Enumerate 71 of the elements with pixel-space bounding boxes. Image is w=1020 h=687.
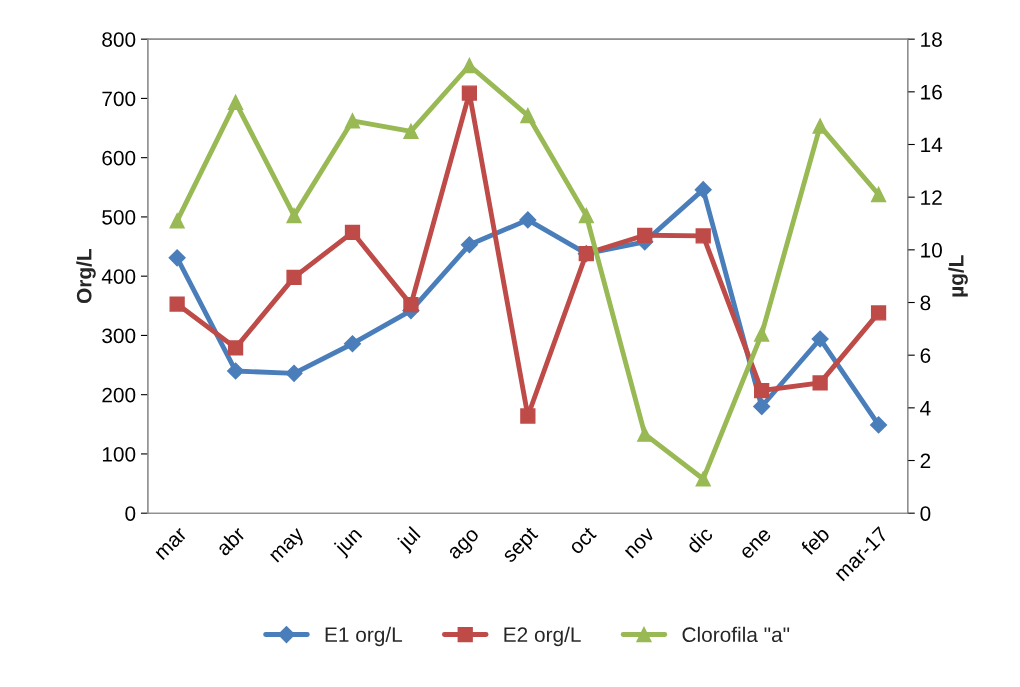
point (286, 269, 302, 285)
y2-tick-label: 12 (921, 190, 942, 205)
x-tick-label: ago (448, 528, 483, 563)
point (168, 249, 186, 267)
x-tick-label: may (269, 527, 308, 566)
y2-tick-label: 2 (920, 453, 931, 469)
point (754, 382, 770, 399)
point (227, 340, 244, 356)
y-tick-label: 600 (102, 150, 136, 166)
y-tick-label: 0 (125, 506, 136, 521)
y-tick-label: 800 (102, 32, 136, 47)
x-tick-label: feb (799, 525, 831, 557)
x-tick-label: jun (332, 525, 366, 559)
y2-tick-label: 0 (920, 506, 931, 521)
y2-axis-title: µg/L (948, 255, 968, 297)
point (812, 118, 828, 134)
point (812, 375, 828, 391)
point (753, 397, 771, 416)
x-tick-label: abr (214, 525, 247, 557)
legend-label: Clorofila "a" (682, 626, 790, 643)
y-tick-label: 500 (102, 209, 136, 225)
point (811, 330, 829, 348)
point (403, 123, 419, 139)
x-tick-label: nov (624, 527, 656, 559)
point (520, 408, 536, 424)
point (285, 364, 303, 382)
point (344, 224, 361, 240)
point (461, 85, 478, 101)
point (286, 207, 302, 224)
point (519, 211, 537, 229)
y-axis-title: Org/L (76, 249, 96, 304)
y-tick-label: 200 (102, 387, 136, 403)
point (754, 326, 770, 342)
point (637, 227, 653, 243)
point (461, 57, 478, 74)
point (227, 94, 244, 111)
y2-tick-label: 4 (920, 401, 931, 416)
point (870, 416, 888, 434)
y-tick-label: 700 (102, 91, 136, 107)
x-tick-label: jul (395, 525, 424, 554)
y-tick-label: 400 (101, 269, 136, 284)
point (169, 296, 185, 312)
y2-tick-label: 6 (920, 348, 931, 363)
point (169, 213, 185, 229)
x-tick-label: mar (155, 527, 188, 561)
y2-tick-label: 14 (921, 137, 943, 153)
y-tick-label: 300 (102, 328, 136, 344)
point (460, 236, 478, 254)
point (227, 362, 245, 380)
x-tick-label: ene (740, 528, 772, 560)
x-tick-label: oct (568, 526, 598, 555)
point (344, 113, 361, 129)
legend-label: E2 org/L (504, 626, 581, 647)
point (870, 305, 887, 321)
point (694, 181, 712, 199)
y2-tick-label: 16 (921, 84, 942, 100)
point (870, 186, 887, 203)
point (343, 335, 362, 353)
x-tick-label: dic (685, 525, 714, 555)
point (403, 296, 419, 313)
x-tick-label: sept (501, 526, 542, 567)
y2-tick-label: 18 (921, 32, 942, 47)
y-tick-label: 100 (102, 446, 136, 462)
point (637, 426, 653, 442)
point (695, 228, 711, 244)
point (695, 471, 711, 487)
legend-label: E1 org/L (325, 626, 403, 647)
y2-tick-label: 10 (921, 242, 942, 258)
point (578, 207, 594, 224)
y2-tick-label: 8 (920, 295, 931, 311)
point (520, 107, 536, 124)
